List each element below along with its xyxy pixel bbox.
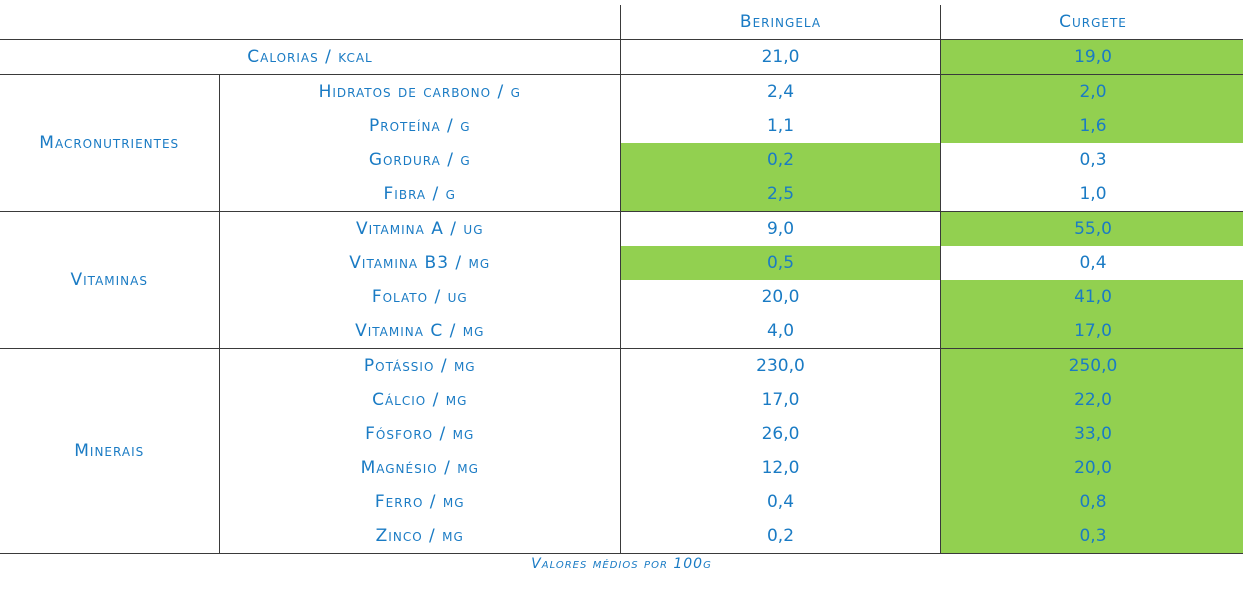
calories-curgete: 19,0	[940, 39, 1243, 75]
calories-label: Calorias / kcal	[0, 39, 621, 75]
header-empty-cell	[0, 5, 219, 40]
beringela-value: 0,2	[620, 519, 941, 554]
beringela-value: 2,5	[620, 177, 941, 212]
beringela-value: 26,0	[620, 417, 941, 451]
curgete-value: 55,0	[940, 211, 1243, 246]
group-vitaminas: Vitaminas	[0, 211, 219, 349]
header-row: Beringela Curgete	[0, 5, 1243, 40]
nutrient-label: Hidratos de carbono / g	[218, 74, 621, 109]
table-row: Folato / ug 20,0 41,0	[0, 280, 1243, 314]
table-row: Proteína / g 1,1 1,6	[0, 109, 1243, 143]
nutrient-label: Vitamina B3 / mg	[218, 246, 621, 280]
curgete-value: 20,0	[940, 451, 1243, 485]
curgete-value: 22,0	[940, 383, 1243, 417]
beringela-value: 0,2	[620, 143, 941, 177]
nutrient-label: Vitamina A / ug	[218, 211, 621, 246]
curgete-value: 1,6	[940, 109, 1243, 143]
table-row: Ferro / mg 0,4 0,8	[0, 485, 1243, 519]
table-row: Zinco / mg 0,2 0,3	[0, 519, 1243, 554]
footnote: Valores médios por 100g	[531, 556, 712, 572]
calories-beringela: 21,0	[620, 39, 941, 75]
curgete-value: 33,0	[940, 417, 1243, 451]
table-row: Vitamina B3 / mg 0,5 0,4	[0, 246, 1243, 280]
curgete-value: 1,0	[940, 177, 1243, 212]
beringela-value: 230,0	[620, 348, 941, 383]
table-row: Fibra / g 2,5 1,0	[0, 177, 1243, 212]
table-row: Gordura / g 0,2 0,3	[0, 143, 1243, 177]
nutrient-label: Fósforo / mg	[218, 417, 621, 451]
table-row: Cálcio / mg 17,0 22,0	[0, 383, 1243, 417]
nutrient-label: Vitamina C / mg	[218, 314, 621, 349]
beringela-value: 20,0	[620, 280, 941, 314]
beringela-value: 4,0	[620, 314, 941, 349]
curgete-value: 0,4	[940, 246, 1243, 280]
table-row: Macronutrientes Hidratos de carbono / g …	[0, 74, 1243, 212]
table-row: Magnésio / mg 12,0 20,0	[0, 451, 1243, 485]
nutrient-label: Ferro / mg	[218, 485, 621, 519]
nutrient-label: Proteína / g	[218, 109, 621, 143]
table-row: Vitamina C / mg 4,0 17,0	[0, 314, 1243, 349]
header-curgete: Curgete	[940, 5, 1243, 40]
beringela-value: 2,4	[620, 74, 941, 109]
beringela-value: 9,0	[620, 211, 941, 246]
nutrient-label: Gordura / g	[218, 143, 621, 177]
calories-row: Calorias / kcal 21,0 19,0	[0, 39, 1243, 75]
group-macronutrientes: Macronutrientes	[0, 74, 219, 212]
nutrient-label: Fibra / g	[218, 177, 621, 212]
curgete-value: 0,3	[940, 519, 1243, 554]
beringela-value: 0,4	[620, 485, 941, 519]
table-row: Fósforo / mg 26,0 33,0	[0, 417, 1243, 451]
curgete-value: 17,0	[940, 314, 1243, 349]
nutrient-label: Folato / ug	[218, 280, 621, 314]
nutrient-label: Potássio / mg	[218, 348, 621, 383]
nutrient-label: Magnésio / mg	[218, 451, 621, 485]
beringela-value: 12,0	[620, 451, 941, 485]
nutrition-table: Beringela Curgete Calorias / kcal 21,0 1…	[0, 5, 1243, 554]
table-row: Minerais Potássio / mg 230,0 250,0	[0, 348, 1243, 554]
beringela-value: 0,5	[620, 246, 941, 280]
curgete-value: 41,0	[940, 280, 1243, 314]
header-beringela: Beringela	[620, 5, 941, 40]
curgete-value: 0,8	[940, 485, 1243, 519]
group-minerais: Minerais	[0, 348, 219, 554]
curgete-value: 0,3	[940, 143, 1243, 177]
curgete-value: 250,0	[940, 348, 1243, 383]
nutrient-label: Zinco / mg	[218, 519, 621, 554]
beringela-value: 1,1	[620, 109, 941, 143]
curgete-value: 2,0	[940, 74, 1243, 109]
header-label-cell	[219, 5, 621, 40]
table-row: Vitaminas Vitamina A / ug 9,0 55,0	[0, 211, 1243, 349]
beringela-value: 17,0	[620, 383, 941, 417]
nutrient-label: Cálcio / mg	[218, 383, 621, 417]
